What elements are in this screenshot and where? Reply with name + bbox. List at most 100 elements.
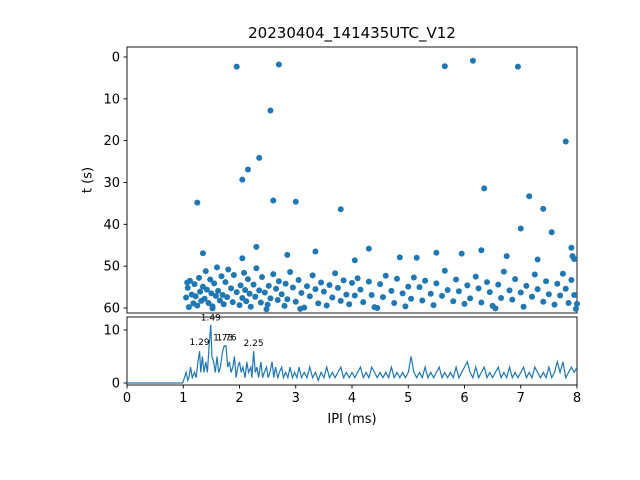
scatter-point [197, 288, 204, 295]
scatter-point [306, 293, 313, 300]
scatter-point [239, 255, 246, 262]
scatter-point [540, 298, 547, 305]
scatter-point [239, 294, 246, 301]
scatter-point [315, 300, 322, 307]
scatter-point [284, 296, 291, 303]
scatter-point [351, 257, 358, 264]
scatter-point [209, 305, 216, 312]
scatter-point [382, 272, 389, 279]
scatter-point [239, 176, 246, 183]
scatter-point [455, 288, 462, 295]
scatter-point [534, 286, 541, 293]
scatter-point [495, 281, 502, 288]
scatter-point [284, 251, 291, 258]
scatter-point [267, 295, 274, 302]
scatter-point [281, 302, 288, 309]
scatter-point [244, 166, 251, 173]
scatter-point [481, 185, 488, 192]
scatter-point [534, 256, 541, 263]
scatter-point [478, 247, 485, 254]
y-tick-label: 50 [103, 260, 120, 275]
scatter-point [492, 305, 499, 312]
scatter-point [368, 292, 375, 299]
peak-annotation: 1.29 [190, 338, 210, 348]
chart-title: 20230404_141435UTC_V12 [248, 24, 456, 42]
scatter-point [252, 293, 259, 300]
scatter-point [439, 292, 445, 299]
y-tick-label: 30 [103, 176, 120, 191]
scatter-point [323, 302, 330, 309]
scatter-point [237, 282, 244, 289]
scatter-point [273, 285, 280, 292]
scatter-point [228, 285, 235, 292]
scatter-point [427, 290, 434, 297]
scatter-point [261, 289, 268, 296]
y-tick-label: 20 [103, 134, 120, 149]
x-tick-label: 6 [460, 391, 468, 406]
scatter-point [416, 284, 423, 291]
ipi-histogram-line [127, 324, 578, 384]
scatter-point [559, 270, 566, 277]
scatter-point [270, 271, 277, 278]
scatter-point [289, 284, 296, 291]
scatter-point [346, 301, 353, 308]
scatter-point [405, 283, 412, 290]
scatter-point [270, 197, 277, 204]
scatter-point [569, 253, 576, 260]
scatter-point [571, 292, 578, 299]
scatter-point [410, 274, 417, 281]
scatter-point [365, 278, 372, 285]
scatter-point [464, 282, 471, 289]
scatter-point [450, 298, 457, 305]
scatter-point [430, 302, 437, 309]
scatter-point [275, 61, 282, 68]
scatter-point [351, 292, 358, 299]
scatter-point [545, 291, 552, 298]
scatter-point [309, 272, 316, 279]
scatter-point [334, 284, 341, 291]
scatter-point [275, 278, 282, 285]
scatter-point [219, 292, 226, 299]
scatter-point [230, 271, 237, 278]
scatter-point [337, 297, 344, 304]
scatter-point [194, 302, 201, 309]
scatter-point [278, 291, 285, 298]
scatter-point [263, 306, 270, 313]
scatter-point [374, 305, 381, 311]
scatter-point [184, 284, 191, 291]
scatter-point [259, 274, 265, 281]
scatter-point [191, 281, 198, 288]
scatter-point [233, 63, 240, 70]
scatter-point [357, 286, 364, 293]
scatter-point [523, 282, 530, 289]
scatter-point [554, 280, 561, 287]
scatter-point [349, 279, 355, 286]
scatter-point [453, 276, 460, 283]
scatter-point [194, 199, 201, 206]
scatter-point [396, 254, 403, 261]
scatter-point [220, 301, 227, 308]
scatter-point [391, 299, 398, 306]
scatter-point [529, 293, 535, 300]
scatter-point [264, 301, 271, 308]
scatter-point [484, 279, 490, 286]
peak-annotation: 1.76 [217, 334, 237, 344]
scatter-point [304, 283, 310, 290]
scatter-point [506, 287, 513, 294]
scatter-point [250, 281, 257, 288]
scatter-point [233, 289, 240, 296]
scatter-point [243, 298, 250, 305]
scatter-point [512, 276, 519, 283]
scatter-point [282, 280, 289, 287]
scatter-point [517, 225, 524, 232]
scatter-point [509, 296, 516, 303]
x-tick-label: 1 [179, 391, 187, 406]
scatter-point [503, 253, 510, 260]
scatter-point [253, 243, 260, 250]
scatter-point [216, 297, 223, 304]
scatter-point [486, 289, 493, 296]
scatter-point [475, 285, 482, 292]
scatter-point [540, 205, 547, 212]
scatter-point [557, 292, 564, 299]
